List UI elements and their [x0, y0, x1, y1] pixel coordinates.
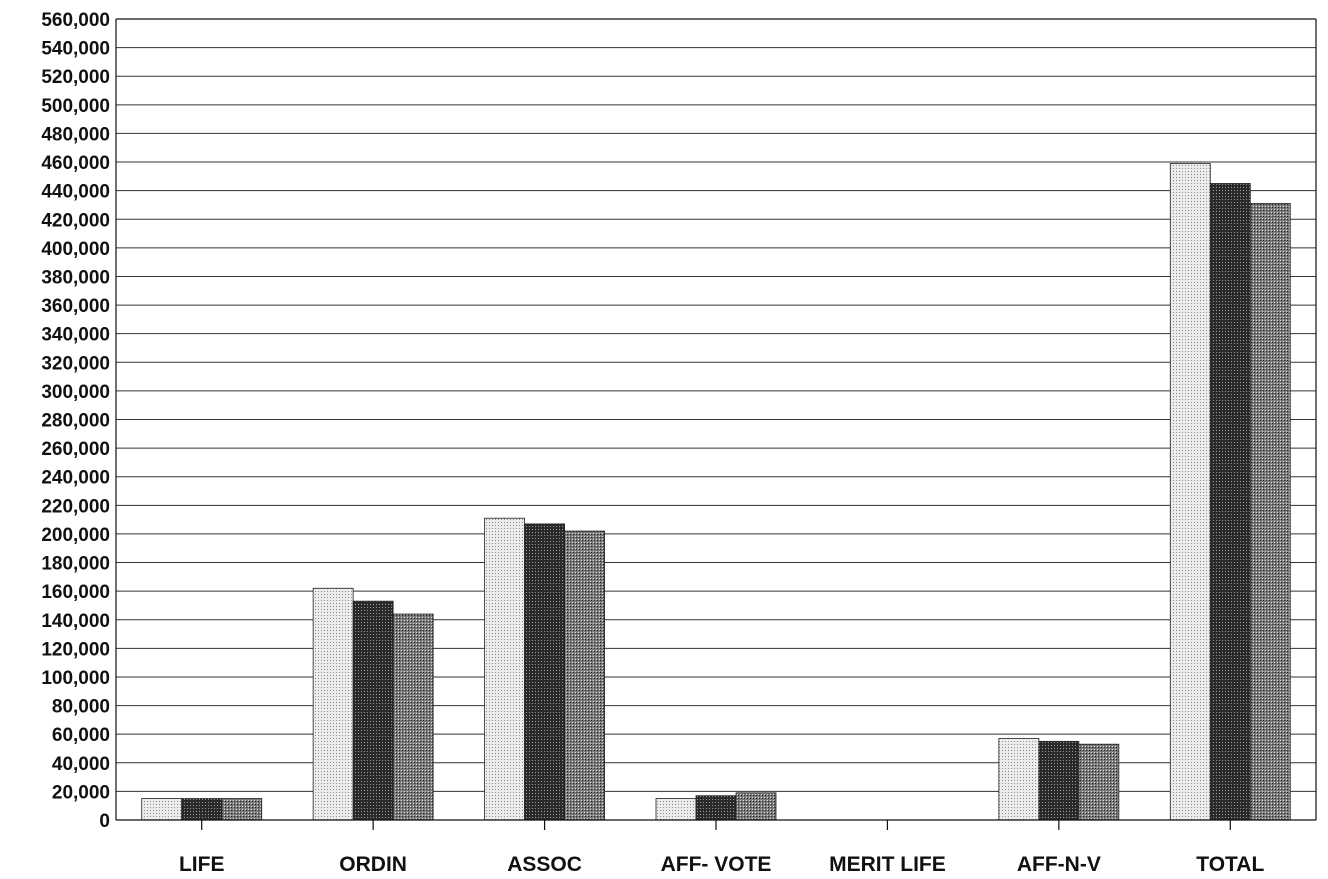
y-tick-label: 40,000 — [52, 754, 110, 775]
x-category-label: AFF- VOTE — [661, 853, 772, 876]
bar-series-2 — [524, 523, 565, 821]
bar-series-1 — [655, 798, 697, 821]
axes — [115, 18, 1317, 830]
bar-series-3 — [735, 792, 777, 821]
y-tick-label: 360,000 — [41, 296, 110, 317]
x-axis-category-labels: LIFE ORDIN ASSOC AFF- VOTE MERIT LIFE AFF-N-V… — [179, 853, 1265, 876]
gridlines — [116, 18, 1316, 792]
y-tick-label: 260,000 — [41, 439, 110, 460]
x-category-label: TOTAL — [1196, 853, 1264, 876]
bar-series-1 — [312, 587, 354, 821]
bar-series-1 — [1169, 163, 1211, 821]
y-tick-label: 340,000 — [41, 325, 110, 346]
y-tick-label: 20,000 — [52, 782, 110, 803]
y-tick-label: 240,000 — [41, 468, 110, 489]
bar-series-1 — [484, 517, 525, 821]
y-tick-label: 380,000 — [41, 267, 110, 288]
bar-series-2 — [1209, 183, 1251, 821]
y-tick-label: 300,000 — [41, 382, 110, 403]
y-tick-label: 200,000 — [41, 525, 110, 546]
bar-series-2 — [1038, 740, 1080, 821]
y-tick-label: 520,000 — [41, 67, 110, 88]
y-tick-label: 280,000 — [41, 411, 110, 432]
bar-series-3 — [392, 613, 434, 821]
x-category-label: MERIT LIFE — [829, 853, 946, 876]
y-tick-label: 500,000 — [41, 96, 110, 117]
y-tick-label: 80,000 — [52, 697, 110, 718]
x-category-label: ASSOC — [507, 853, 582, 876]
y-tick-label: 460,000 — [41, 153, 110, 174]
y-tick-label: 440,000 — [41, 182, 110, 203]
bar-series-2 — [181, 798, 223, 821]
y-tick-label: 320,000 — [41, 353, 110, 374]
y-tick-label: 120,000 — [41, 639, 110, 660]
y-tick-label: 60,000 — [52, 725, 110, 746]
y-tick-label: 540,000 — [41, 39, 110, 60]
y-tick-label: 420,000 — [41, 210, 110, 231]
bar-series-3 — [1078, 743, 1120, 821]
y-tick-label: 140,000 — [41, 611, 110, 632]
bar-series-2 — [695, 795, 737, 821]
bar-series-1 — [141, 798, 183, 821]
y-tick-label: 480,000 — [41, 124, 110, 145]
x-category-label: ORDIN — [339, 853, 407, 876]
y-tick-label: 160,000 — [41, 582, 110, 603]
bar-series-1 — [998, 738, 1040, 821]
bar-series-3 — [221, 798, 263, 821]
y-tick-label: 400,000 — [41, 239, 110, 260]
y-tick-label: 220,000 — [41, 496, 110, 517]
bars — [141, 163, 1291, 821]
y-tick-label: 560,000 — [41, 10, 110, 31]
y-tick-label: 0 — [99, 811, 110, 832]
bar-series-2 — [352, 600, 394, 821]
x-category-label: LIFE — [179, 853, 225, 876]
bar-series-3 — [564, 530, 605, 821]
y-tick-label: 180,000 — [41, 554, 110, 575]
x-category-label: AFF-N-V — [1017, 853, 1101, 876]
y-tick-label: 100,000 — [41, 668, 110, 689]
bar-series-3 — [1249, 203, 1291, 821]
y-axis-tick-labels: 0 20,000 40,000 60,000 80,000 100,000 120,000 1… — [41, 10, 110, 832]
